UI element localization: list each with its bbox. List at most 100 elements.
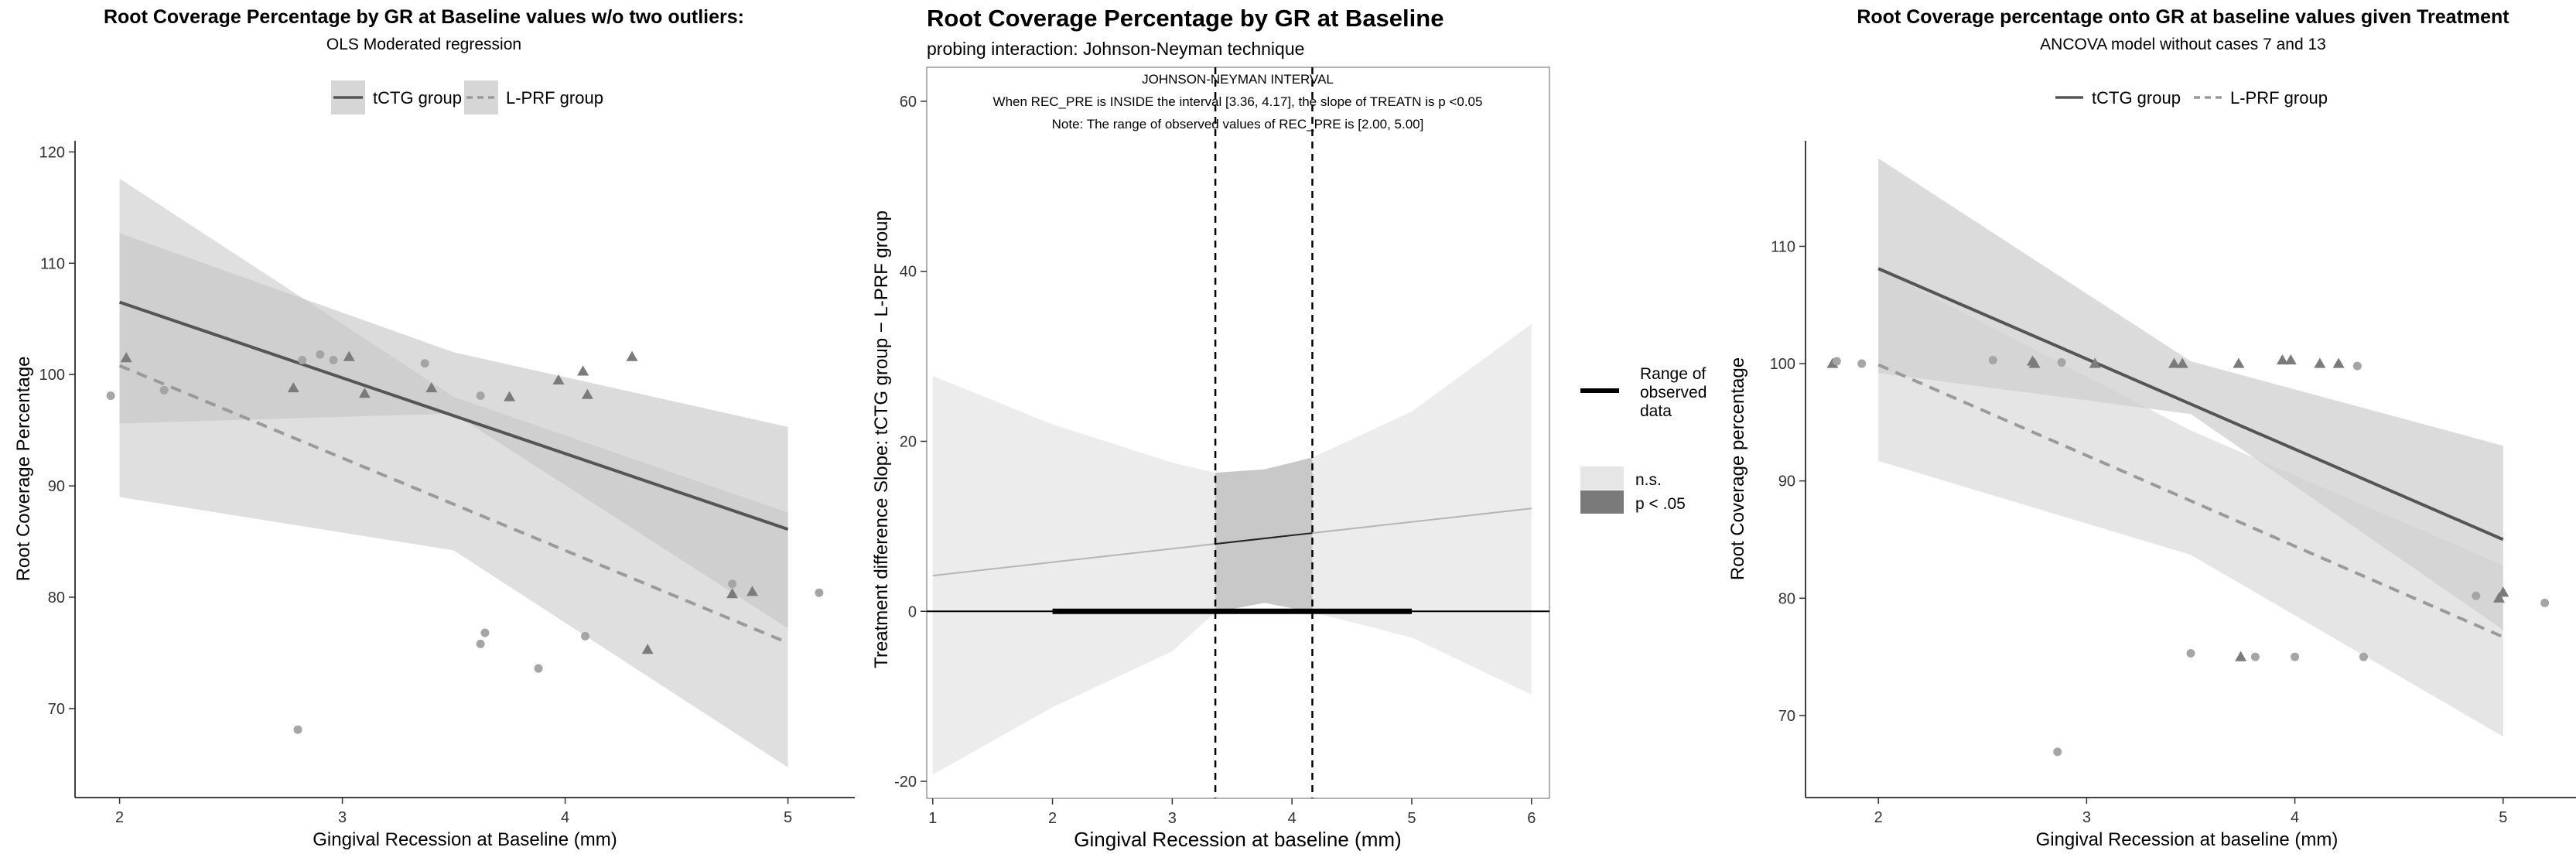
- left-confidence-bands: [119, 178, 788, 768]
- legend-range-label-2: observed: [1640, 384, 1707, 401]
- left-point-lprf: [316, 350, 325, 359]
- left-point-lprf: [815, 588, 824, 597]
- right-point-lprf: [2186, 649, 2195, 658]
- left-x-tick-label: 4: [561, 809, 569, 826]
- left-chart-subtitle: OLS Moderated regression: [326, 36, 521, 53]
- left-point-tctg: [358, 388, 371, 398]
- right-point-tctg: [2332, 357, 2345, 368]
- left-point-tctg: [581, 388, 593, 399]
- right-point-lprf: [2057, 358, 2066, 367]
- left-x-tick-label: 2: [115, 809, 124, 826]
- right-point-tctg: [2235, 651, 2247, 661]
- left-legend-label-lprf: L-PRF group: [506, 88, 603, 108]
- left-y-tick-label: 110: [40, 255, 65, 272]
- left-point-lprf: [293, 725, 302, 734]
- right-point-lprf: [2540, 598, 2550, 607]
- right-point-tctg: [2176, 357, 2188, 368]
- left-point-tctg: [746, 586, 759, 596]
- right-legend: tCTG group L-PRF group: [2055, 88, 2328, 108]
- left-point-lprf: [728, 579, 737, 589]
- right-point-tctg: [2284, 354, 2297, 365]
- middle-y-tick-label: 0: [908, 603, 917, 620]
- left-band-lprf: [119, 178, 788, 768]
- jn-annotation-note: Note: The range of observed values of RE…: [1052, 117, 1424, 132]
- middle-y-tick-label: -20: [894, 774, 917, 791]
- left-point-lprf: [534, 664, 543, 673]
- right-chart-title: Root Coverage percentage onto GR at base…: [1857, 6, 2509, 28]
- left-x-tick-label: 3: [338, 809, 347, 826]
- middle-axis-ticks: 1 2 3 4 5 6 -20 0 20 40 60: [894, 94, 1536, 827]
- left-y-tick-label: 90: [48, 478, 65, 495]
- left-regression-lines: [118, 300, 789, 644]
- right-x-tick-label: 4: [2291, 809, 2299, 826]
- right-axis-ticks: 2 3 4 5 70 80 90 100 110: [1770, 238, 2508, 826]
- middle-x-tick-label: 1: [928, 810, 937, 827]
- middle-chart-subtitle: probing interaction: Johnson-Neyman tech…: [927, 39, 1304, 59]
- legend-ns-label: n.s.: [1635, 471, 1662, 489]
- right-y-tick-label: 100: [1770, 356, 1795, 373]
- legend-sig-label: p < .05: [1635, 495, 1686, 513]
- left-x-axis-label: Gingival Recession at Baseline (mm): [313, 829, 617, 850]
- right-fit-line-lprf: [1877, 363, 2504, 639]
- right-point-lprf: [1832, 357, 1841, 366]
- right-confidence-bands: [1878, 158, 2503, 737]
- right-y-tick-label: 110: [1771, 238, 1795, 255]
- right-point-lprf: [2250, 652, 2260, 661]
- right-point-tctg: [2497, 586, 2509, 597]
- right-chart-subtitle: ANCOVA model without cases 7 and 13: [2040, 36, 2326, 53]
- middle-x-tick-label: 6: [1527, 810, 1536, 827]
- right-x-axis-label: Gingival Recession at baseline (mm): [2036, 829, 2339, 850]
- right-y-axis-label: Root Coverage percentage: [1727, 357, 1748, 580]
- left-point-lprf: [476, 391, 485, 401]
- middle-y-tick-label: 20: [900, 433, 917, 450]
- right-regression-lines: [1877, 267, 2504, 639]
- middle-x-tick-label: 3: [1168, 810, 1177, 827]
- right-x-tick-label: 2: [1874, 809, 1883, 826]
- right-fit-line-tctg: [1877, 267, 2504, 542]
- right-y-tick-label: 80: [1778, 590, 1795, 607]
- panel-left: Root Coverage Percentage by GR at Baseli…: [13, 6, 855, 850]
- right-point-tctg: [2276, 354, 2288, 365]
- left-fit-line-lprf: [118, 364, 789, 644]
- right-point-lprf: [2472, 591, 2481, 600]
- panel-right: Root Coverage percentage onto GR at base…: [1727, 6, 2576, 850]
- right-point-tctg: [2233, 357, 2245, 368]
- left-point-lprf: [476, 639, 485, 648]
- right-point-lprf: [2053, 747, 2062, 757]
- left-point-lprf: [329, 355, 338, 364]
- middle-x-axis-label: Gingival Recession at baseline (mm): [1074, 828, 1401, 851]
- middle-y-axis-label: Treatment difference Slope: tCTG group −…: [871, 210, 892, 668]
- left-point-tctg: [726, 588, 739, 599]
- right-point-tctg: [2492, 592, 2505, 603]
- middle-chart-title: Root Coverage Percentage by GR at Baseli…: [927, 5, 1443, 32]
- left-point-tctg: [287, 381, 299, 393]
- middle-y-tick-label: 60: [900, 94, 917, 111]
- left-y-tick-label: 100: [39, 367, 65, 384]
- left-y-axis-label: Root Coverage Percentage: [13, 357, 34, 582]
- jn-band-significant: [1215, 457, 1313, 613]
- left-point-lprf: [480, 628, 490, 637]
- middle-x-tick-label: 4: [1288, 810, 1297, 827]
- middle-y-tick-label: 40: [900, 264, 917, 281]
- right-x-tick-label: 5: [2499, 809, 2507, 826]
- left-point-tctg: [552, 374, 565, 385]
- left-point-tctg: [120, 352, 132, 363]
- right-point-tctg: [2089, 357, 2101, 368]
- jn-annotation-title: JOHNSON-NEYMAN INTERVAL: [1142, 72, 1334, 87]
- left-fit-line-tctg: [118, 300, 789, 531]
- legend-sig-swatch: [1580, 490, 1624, 514]
- right-legend-label-tctg: tCTG group: [2092, 88, 2181, 108]
- right-point-tctg: [2168, 357, 2180, 368]
- left-point-lprf: [581, 631, 590, 641]
- left-legend: tCTG group L-PRF group: [331, 80, 603, 114]
- left-point-tctg: [626, 350, 638, 361]
- left-point-tctg: [425, 381, 438, 393]
- right-point-lprf: [2291, 652, 2300, 661]
- right-y-tick-label: 70: [1778, 708, 1795, 725]
- right-point-tctg: [2314, 357, 2326, 368]
- right-y-tick-label: 90: [1778, 473, 1795, 490]
- left-y-tick-label: 70: [48, 701, 65, 718]
- right-data-points: [1826, 354, 2550, 757]
- left-axis-ticks: 2 3 4 5 70 80 90 100 110 120: [39, 144, 793, 826]
